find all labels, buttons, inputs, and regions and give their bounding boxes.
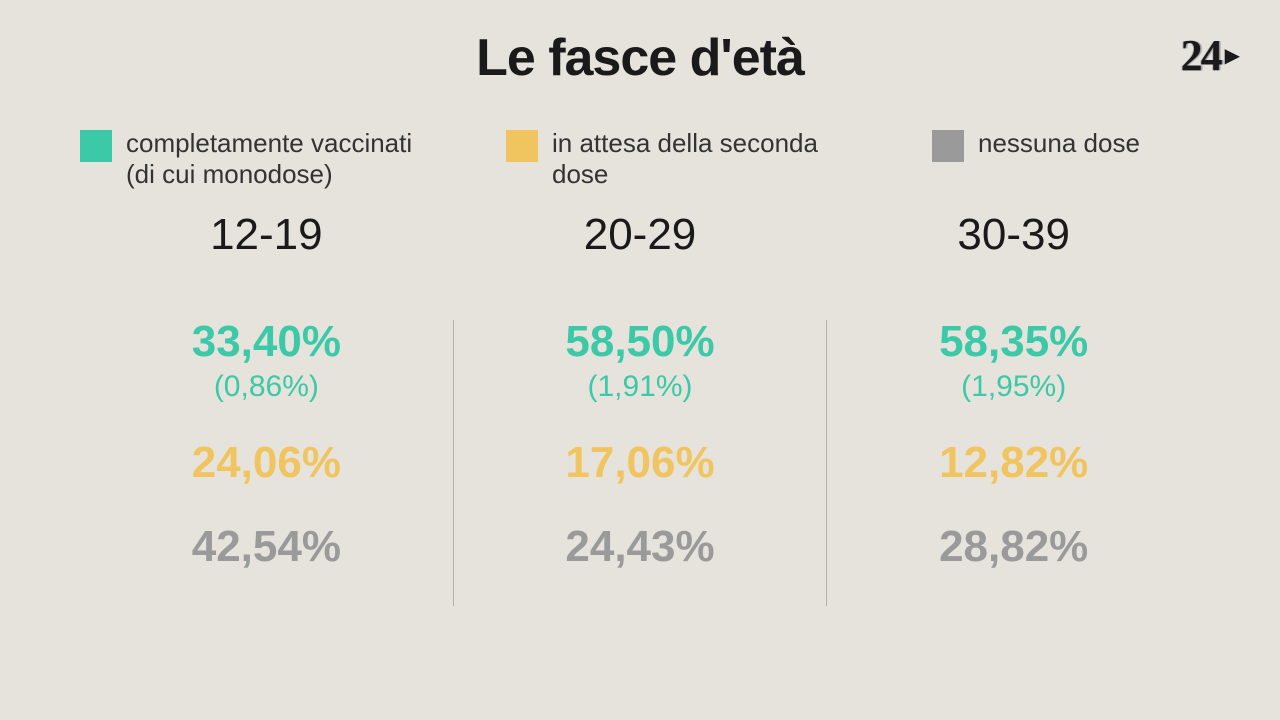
stat-monodose: (1,95%) bbox=[847, 370, 1180, 404]
stat-awaiting: 12,82% bbox=[847, 438, 1180, 488]
stat-awaiting: 17,06% bbox=[474, 438, 807, 488]
legend-item-none: nessuna dose bbox=[932, 128, 1140, 162]
age-column-0: 12-19 33,40% (0,86%) 24,06% 42,54% bbox=[80, 210, 453, 606]
legend-label: completamente vaccinati (di cui monodose… bbox=[126, 128, 446, 190]
age-range: 20-29 bbox=[474, 210, 807, 260]
swatch-none bbox=[932, 130, 964, 162]
stat-none: 28,82% bbox=[847, 522, 1180, 572]
legend-item-vaccinated: completamente vaccinati (di cui monodose… bbox=[80, 128, 446, 190]
logo-text: 24 bbox=[1181, 30, 1221, 81]
data-columns: 12-19 33,40% (0,86%) 24,06% 42,54% 20-29… bbox=[0, 210, 1280, 606]
stat-monodose: (1,91%) bbox=[474, 370, 807, 404]
age-column-2: 30-39 58,35% (1,95%) 12,82% 28,82% bbox=[827, 210, 1200, 606]
stat-monodose: (0,86%) bbox=[100, 370, 433, 404]
swatch-vaccinated bbox=[80, 130, 112, 162]
stat-vaccinated: 33,40% bbox=[100, 320, 433, 364]
stat-awaiting: 24,06% bbox=[100, 438, 433, 488]
stat-vaccinated: 58,50% bbox=[474, 320, 807, 364]
stat-none: 42,54% bbox=[100, 522, 433, 572]
page-title: Le fasce d'età bbox=[0, 0, 1280, 88]
legend-item-awaiting: in attesa della seconda dose bbox=[506, 128, 872, 190]
legend: completamente vaccinati (di cui monodose… bbox=[0, 88, 1280, 210]
stat-vaccinated: 58,35% bbox=[847, 320, 1180, 364]
play-icon: ▶ bbox=[1225, 43, 1240, 68]
age-range: 30-39 bbox=[847, 210, 1180, 260]
stat-none: 24,43% bbox=[474, 522, 807, 572]
age-column-1: 20-29 58,50% (1,91%) 17,06% 24,43% bbox=[454, 210, 827, 606]
brand-logo: 24 ▶ bbox=[1181, 30, 1240, 81]
legend-label: nessuna dose bbox=[978, 128, 1140, 159]
swatch-awaiting bbox=[506, 130, 538, 162]
age-range: 12-19 bbox=[100, 210, 433, 260]
legend-label: in attesa della seconda dose bbox=[552, 128, 872, 190]
